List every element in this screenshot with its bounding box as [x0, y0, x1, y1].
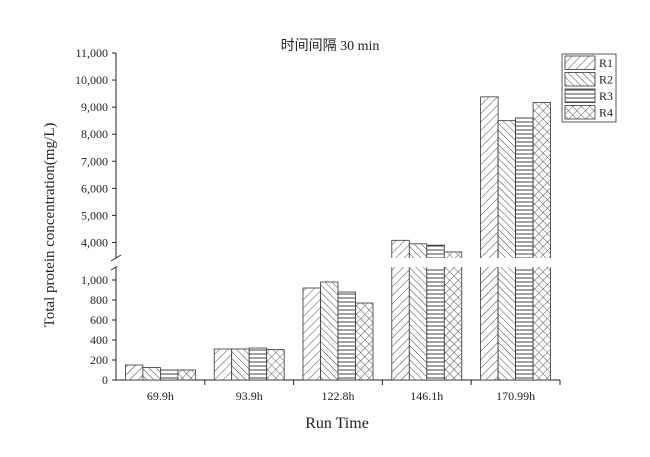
bar-r2-69_9h [142, 367, 161, 381]
bar-r1-93_9h [213, 348, 233, 381]
y-tick-label: 8,000 [81, 127, 108, 141]
bar-r4-170_99h [532, 102, 551, 381]
y-tick-label: 4,000 [81, 235, 108, 249]
bar-r1-122_8h [302, 287, 321, 381]
bar-r4-69_9h [177, 369, 196, 381]
bar-r4-93_9h [266, 349, 285, 381]
bar-r1-69_9h [125, 364, 144, 381]
bar-r2-93_9h [231, 348, 250, 381]
x-tick-label: 146.1h [410, 389, 443, 403]
x-axis-label: Run Time [305, 415, 369, 432]
axis-break-gap [117, 258, 561, 267]
x-tick-label: 93.9h [236, 389, 263, 403]
y-tick-label: 0 [102, 373, 108, 387]
bar-r2-170_99h [497, 120, 517, 381]
x-tick-label: 122.8h [322, 389, 355, 403]
legend-label-r1: R1 [599, 56, 613, 70]
legend-label-r3: R3 [599, 89, 613, 103]
y-tick-label: 7,000 [81, 154, 108, 168]
bar-r4-146_1h [443, 251, 463, 381]
bar-r3-93_9h [248, 347, 268, 381]
y-tick-label: 6,000 [81, 181, 108, 195]
chart-title: 时间间隔 30 min [281, 38, 380, 54]
y-tick-label: 11,000 [75, 46, 108, 60]
legend-label-r4: R4 [599, 106, 613, 120]
y-tick-label: 1,000 [81, 273, 108, 287]
legend-swatch-r3 [564, 88, 596, 103]
bar-r3-69_9h [159, 369, 179, 381]
y-ticks: 0 200 400 600 800 1,000 4,000 5,000 6,000 7,000 8,… [75, 46, 116, 387]
axis-break-mark [110, 254, 122, 262]
y-tick-label: 600 [90, 313, 108, 327]
y-axis-label: Total protein concentration(mg/L) [42, 123, 58, 328]
y-tick-label: 200 [90, 353, 108, 367]
legend-label-r2: R2 [599, 73, 613, 87]
bar-r4-122_8h [355, 302, 374, 381]
bar-r2-122_8h [320, 281, 339, 381]
x-tick-label: 170.99h [496, 389, 535, 403]
y-tick-label: 5,000 [81, 208, 108, 222]
legend: R1 R2 R3 R4 [561, 53, 617, 123]
x-ticks: 69.9h 93.9h 122.8h 146.1h 170.99h [147, 380, 561, 403]
bar-r1-170_99h [480, 96, 499, 381]
y-tick-label: 9,000 [81, 100, 108, 114]
bar-r3-122_8h [337, 291, 356, 381]
bar-r3-170_99h [515, 117, 534, 381]
x-tick-label: 69.9h [147, 389, 174, 403]
legend-swatch-r4 [564, 105, 596, 120]
y-tick-label: 800 [90, 293, 108, 307]
y-tick-label: 400 [90, 333, 108, 347]
bars [117, 96, 561, 381]
legend-swatch-r2 [564, 72, 596, 87]
legend-swatch-r1 [564, 55, 596, 70]
y-tick-label: 10,000 [75, 73, 108, 87]
